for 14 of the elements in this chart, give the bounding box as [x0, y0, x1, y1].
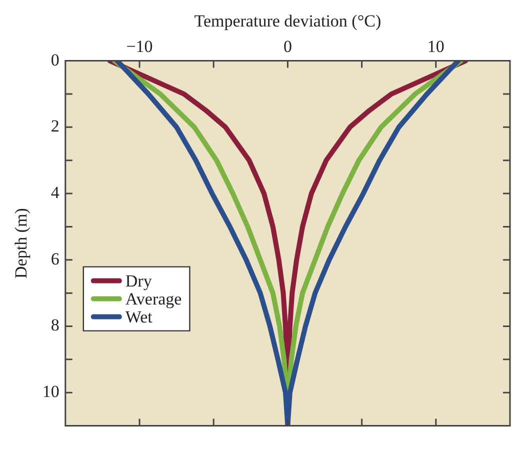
y-tick-label: 0 [50, 50, 60, 70]
y-axis-title: Depth (m) [12, 208, 31, 278]
y-tick-label: 4 [50, 182, 60, 202]
y-tick-label: 8 [50, 316, 60, 335]
x-tick-label: 10 [427, 37, 444, 56]
y-tick-label: 6 [50, 249, 60, 268]
x-tick-label: 0 [283, 37, 292, 56]
y-tick-label: 10 [42, 382, 60, 402]
x-axis-title: Temperature deviation (°C) [194, 12, 382, 31]
legend-label: Dry [125, 271, 152, 290]
x-tick-label: −10 [126, 37, 153, 56]
legend-label: Average [125, 289, 182, 308]
y-tick-label: 2 [50, 116, 60, 136]
legend-label: Wet [125, 307, 153, 326]
